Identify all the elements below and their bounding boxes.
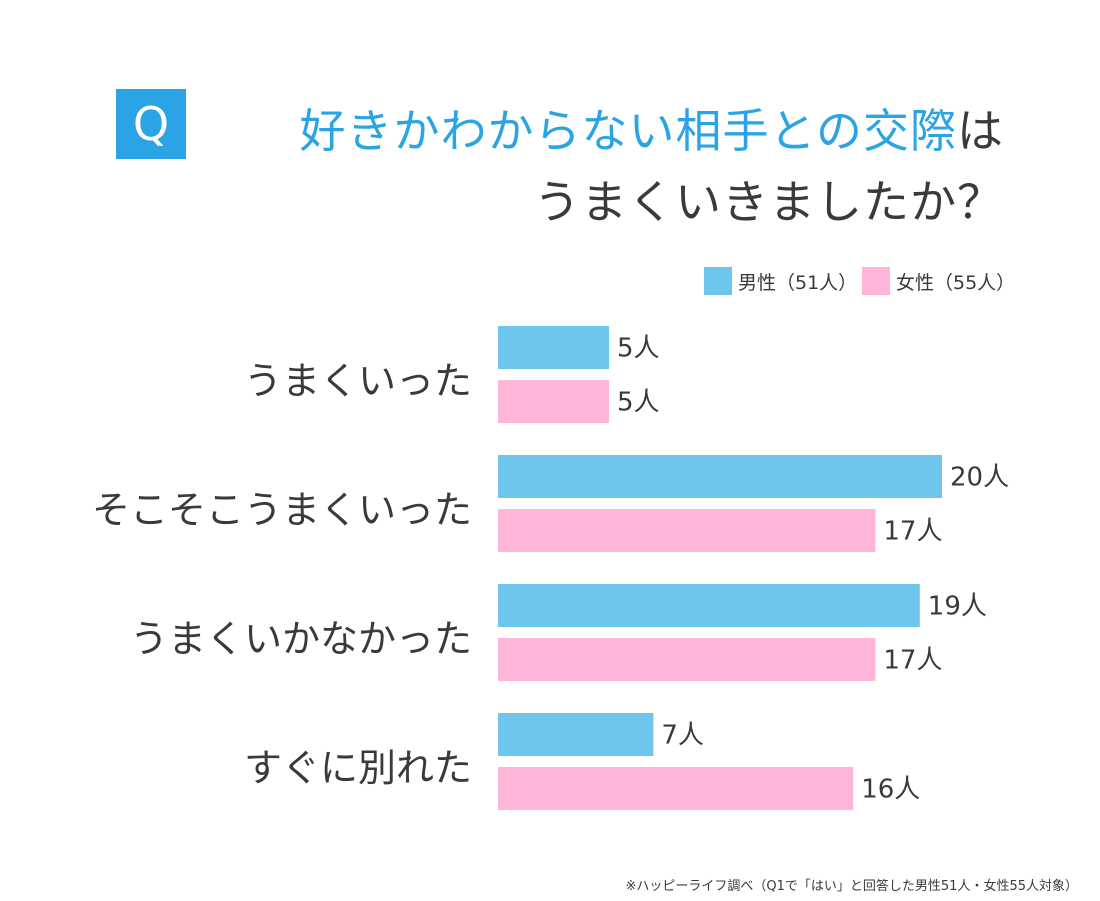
chart-title-rest: は bbox=[957, 104, 1004, 158]
bar-male bbox=[498, 713, 654, 756]
legend-swatch-male bbox=[704, 267, 732, 295]
category-label: そこそこうまくいった bbox=[91, 488, 472, 532]
value-label-male: 7人 bbox=[661, 721, 704, 751]
legend-label-female: 女性（55人） bbox=[896, 271, 1016, 294]
bar-female bbox=[498, 380, 609, 423]
chart-title-accent: 好きかわからない相手との交際 bbox=[299, 104, 957, 158]
legend-item-female: 女性（55人） bbox=[862, 266, 1015, 296]
question-badge: Q bbox=[116, 89, 186, 159]
chart-title-line-1: 好きかわからない相手との交際は bbox=[299, 95, 1004, 161]
value-label-male: 19人 bbox=[928, 592, 987, 622]
category-label: うまくいかなかった bbox=[129, 617, 472, 661]
bar-male bbox=[498, 326, 609, 369]
bar-female bbox=[498, 638, 876, 681]
legend-swatch-female bbox=[862, 267, 890, 295]
value-label-female: 5人 bbox=[617, 388, 660, 418]
bar-female bbox=[498, 509, 876, 552]
footnote: ※ハッピーライフ調べ（Q1で「はい」と回答した男性51人・女性55人対象） bbox=[625, 879, 1078, 894]
value-label-male: 20人 bbox=[950, 463, 1009, 493]
value-label-female: 17人 bbox=[883, 646, 942, 676]
category-label: すぐに別れた bbox=[243, 746, 472, 790]
bar-male bbox=[498, 584, 920, 627]
category-label: うまくいった bbox=[243, 359, 472, 403]
value-label-female: 17人 bbox=[883, 517, 942, 547]
value-label-female: 16人 bbox=[861, 775, 920, 805]
chart-title-line-2: うまくいきましたか？ bbox=[534, 175, 1004, 229]
bar-female bbox=[498, 767, 854, 810]
legend-label-male: 男性（51人） bbox=[738, 271, 858, 294]
bar-male bbox=[498, 455, 942, 498]
value-label-male: 5人 bbox=[617, 334, 660, 364]
legend-item-male: 男性（51人） bbox=[704, 266, 857, 296]
